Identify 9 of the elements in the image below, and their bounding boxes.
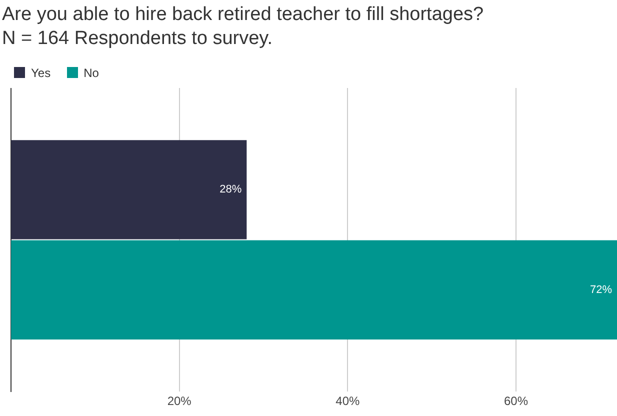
- chart-subtitle: N = 164 Respondents to survey.: [2, 27, 274, 51]
- legend-label: No: [82, 66, 99, 80]
- x-tick-label: 60%: [504, 394, 528, 408]
- data-label: 72%: [590, 284, 612, 296]
- x-tick-label: 20%: [167, 394, 192, 408]
- legend-label: Yes: [30, 66, 51, 80]
- x-tick-label: 40%: [336, 394, 360, 408]
- data-label: 28%: [220, 184, 242, 196]
- chart-title: Are you able to hire back retired teacher to fill shortages?: [2, 3, 484, 27]
